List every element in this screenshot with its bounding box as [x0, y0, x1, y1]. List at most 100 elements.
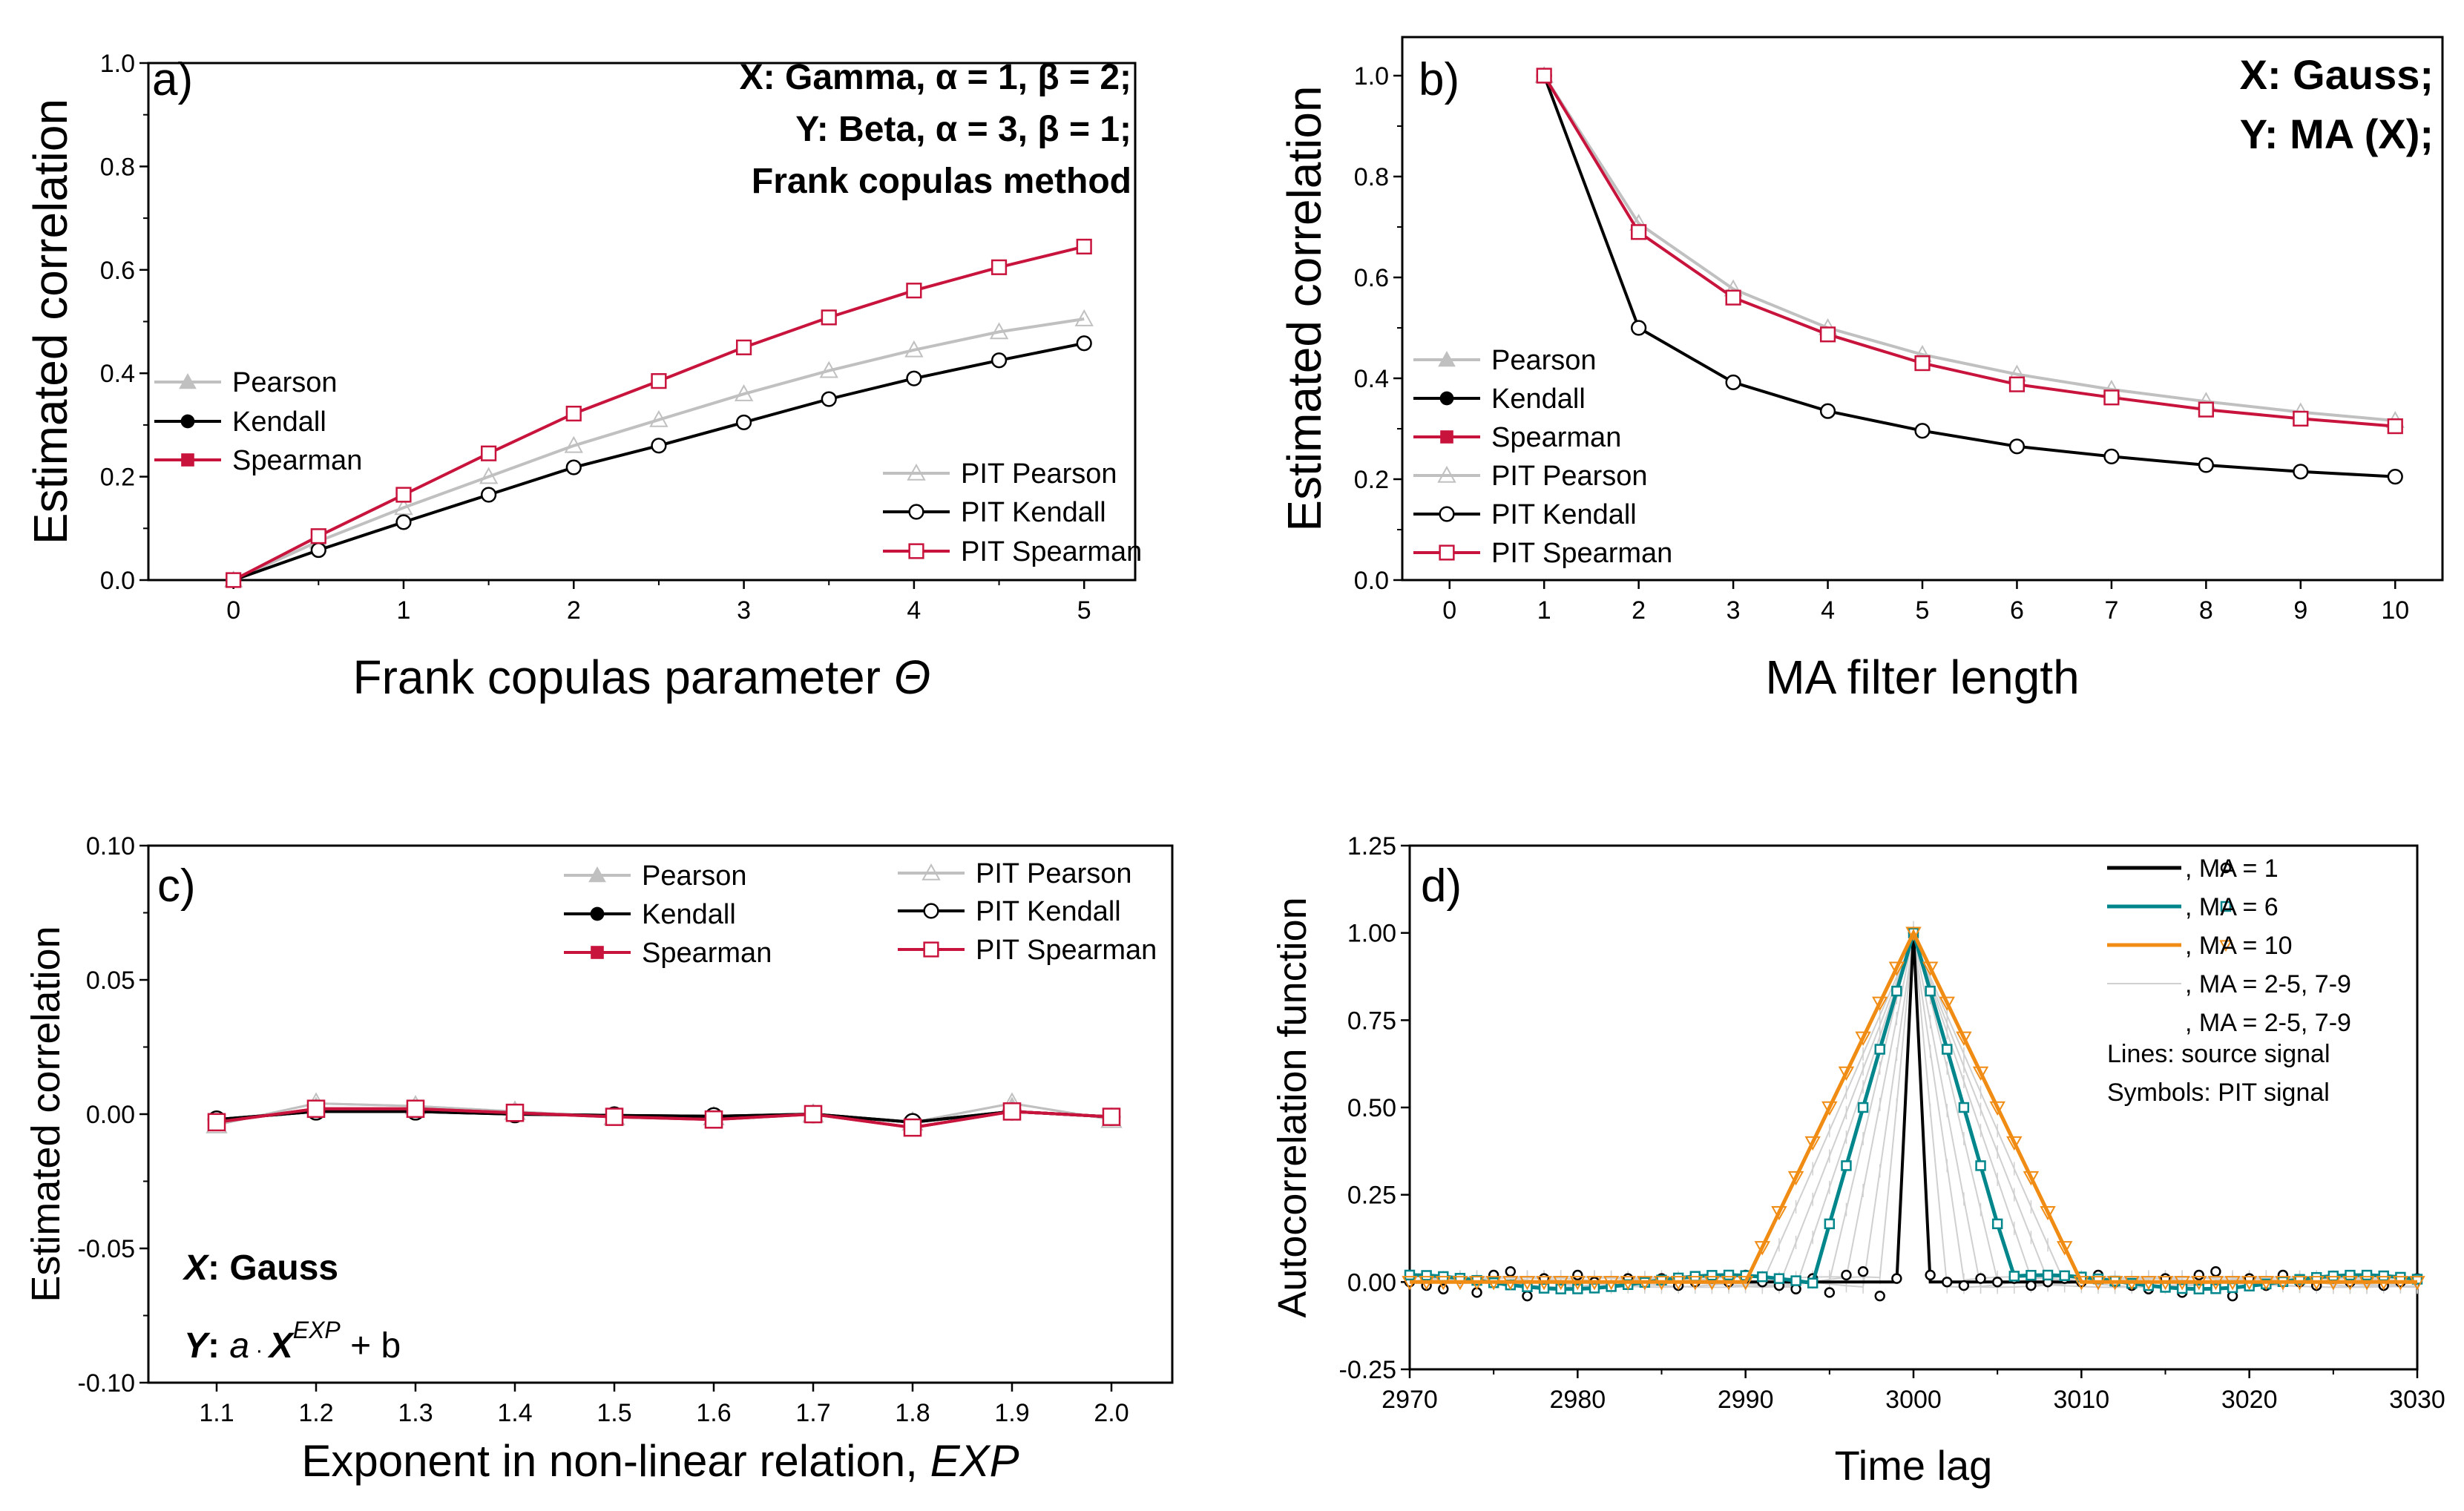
data-point-pit-kendall	[565, 459, 582, 475]
x-tick-label: 2980	[1550, 1386, 1606, 1414]
panel-a: 0 1 2 3 4 5 0.0 0.2 0.4 0.6 0.8 1.0 a) X: Gamma, α = …	[24, 50, 1142, 704]
pit-marker-ma-6	[1706, 1270, 1718, 1281]
pit-marker-ma-10	[1620, 1276, 1636, 1291]
y-tick-label: 0.8	[1354, 163, 1389, 191]
pit-marker-ma-6	[1874, 1044, 1885, 1055]
panel-d: 2970 2980 2990 3000 3010 3020 3030 -0.25 0.00 0.2…	[1270, 832, 2445, 1489]
annotation-x-symbol: X	[182, 1248, 210, 1288]
legend-pit-spearman-marker	[923, 941, 939, 958]
pit-marker-ma-10	[2275, 1276, 2291, 1291]
pit-marker-ma-6	[2026, 1269, 2037, 1281]
data-point-pit-kendall	[2293, 464, 2309, 480]
pit-marker-ma-10	[1569, 1276, 1586, 1291]
series-line-pit-spearman	[216, 1107, 1112, 1130]
pit-marker-ma-10	[1468, 1276, 1485, 1291]
data-point-pit-spearman	[1536, 68, 1552, 84]
x-tick-label: 1	[1537, 596, 1551, 625]
pit-marker-ma-10	[2023, 1171, 2040, 1186]
data-point-pit-kendall	[651, 438, 667, 454]
x-tick-label: 10	[2381, 596, 2409, 625]
y-tick-label: 0.05	[86, 967, 135, 995]
legend-pearson-marker	[1438, 350, 1456, 367]
panel-label: a)	[152, 54, 193, 105]
data-point-pit-pearson	[564, 435, 583, 453]
data-point-pit-spearman	[2293, 410, 2309, 427]
x-tick-label: 4	[1821, 596, 1835, 625]
pit-marker-ma-10	[2191, 1276, 2207, 1291]
x-tick-label: 3010	[2054, 1386, 2110, 1414]
pit-marker-ma-10	[1855, 1031, 1871, 1046]
x-tick-label: 1.1	[199, 1399, 234, 1427]
data-point-pit-spearman	[481, 445, 497, 461]
series-line-pit-spearman	[1543, 74, 2396, 428]
x-tick-label: 0	[226, 596, 240, 625]
legend-pit-spearman-label: PIT Spearman	[976, 935, 1157, 966]
pit-marker-ma-6	[2008, 1271, 2020, 1282]
pit-marker-ma-10	[1536, 1276, 1552, 1291]
annotation-dot: ·	[249, 1338, 269, 1363]
pit-marker-ma-10	[1737, 1276, 1754, 1291]
pit-marker-ma-10	[1905, 926, 1922, 941]
annotation-y-relation: Y: a · XEXP + b	[184, 1317, 401, 1366]
y-tick-label: 0.8	[100, 153, 135, 181]
annotation-line-1: X: Gamma, α = 1, β = 2;	[740, 58, 1131, 97]
series-line-pit-kendall	[1543, 75, 2396, 478]
legend-pit-kendall-label: PIT Kendall	[961, 497, 1106, 528]
legend-marker-2	[2219, 940, 2233, 952]
annotation-y-colon: :	[208, 1326, 229, 1366]
y-tick-label: 0.00	[86, 1101, 135, 1129]
pit-marker-ma-10	[1888, 961, 1905, 976]
pit-marker-ma-6	[2345, 1269, 2356, 1281]
data-point-pit-pearson	[649, 409, 668, 427]
data-point-pit-spearman	[906, 283, 922, 299]
pit-marker-ma-6	[1421, 1270, 1432, 1281]
pit-marker-ma-1	[1874, 1290, 1885, 1302]
legend-pearson-label: Pearson	[1491, 345, 1597, 376]
x-tick-label: 3	[737, 596, 751, 625]
pit-marker-ma-10	[2123, 1276, 2140, 1291]
data-point-pit-spearman	[2103, 389, 2120, 406]
data-point-pit-spearman	[735, 339, 752, 355]
y-tick-label: 0.6	[1354, 264, 1389, 292]
pit-marker-ma-1	[2193, 1269, 2204, 1281]
annotation-line-2: Y: Beta, α = 3, β = 1;	[795, 110, 1131, 149]
series-line-pit-kendall	[216, 1110, 1112, 1124]
y-tick-label: 0.00	[1347, 1268, 1396, 1297]
legend-kendall-label: Kendall	[1491, 383, 1586, 415]
pit-marker-ma-6	[1807, 1277, 1819, 1288]
legend-pit-kendall-marker	[923, 903, 939, 919]
legend-kendall-label: Kendall	[642, 899, 736, 930]
legend-pearson-marker	[588, 866, 606, 883]
x-tick-label: 3030	[2389, 1386, 2445, 1414]
legend-pit-spearman-marker	[908, 543, 924, 559]
y-tick-label: -0.10	[78, 1369, 136, 1398]
x-axis-label: MA filter length	[1765, 651, 2079, 704]
pit-marker-ma-10	[2157, 1276, 2174, 1291]
pit-marker-ma-10	[2090, 1276, 2106, 1291]
pit-marker-ma-10	[1485, 1276, 1502, 1291]
x-tick-label: 8	[2199, 596, 2213, 625]
y-tick-label: 0.2	[1354, 466, 1389, 494]
panel-b: 0 1 2 3 4 5 6 7 8 9 10 0.0 0.2 0.4 0.6 0.8 1.0 b) X: Gauss…	[1278, 36, 2444, 704]
data-point-pit-spearman	[1914, 355, 1931, 372]
data-point-pit-spearman	[2387, 418, 2403, 435]
pit-marker-ma-10	[1821, 1101, 1838, 1116]
y-tick-label: 0.50	[1347, 1094, 1396, 1122]
data-point-pit-spearman	[1725, 289, 1741, 306]
legend-pit-spearman-label: PIT Spearman	[961, 536, 1142, 567]
pit-marker-ma-6	[1757, 1271, 1768, 1283]
pit-marker-ma-6	[1891, 985, 1902, 997]
x-tick-label: 7	[2104, 596, 2118, 625]
pit-marker-ma-10	[1402, 1276, 1418, 1291]
legend-pit-pearson-marker	[1437, 465, 1456, 483]
x-tick-label: 1.4	[497, 1399, 532, 1427]
pit-marker-ma-6	[1975, 1160, 1986, 1171]
annotation-a: a	[229, 1326, 249, 1366]
y-tick-label: 0.6	[100, 257, 135, 285]
pit-marker-ma-1	[2026, 1280, 2037, 1291]
data-point-pit-kendall	[2008, 438, 2026, 455]
x-tick-label: 2.0	[1094, 1399, 1128, 1427]
pit-marker-ma-1	[1891, 1273, 1902, 1284]
pit-marker-ma-6	[1942, 1044, 1953, 1055]
pit-marker-ma-10	[2141, 1276, 2157, 1291]
